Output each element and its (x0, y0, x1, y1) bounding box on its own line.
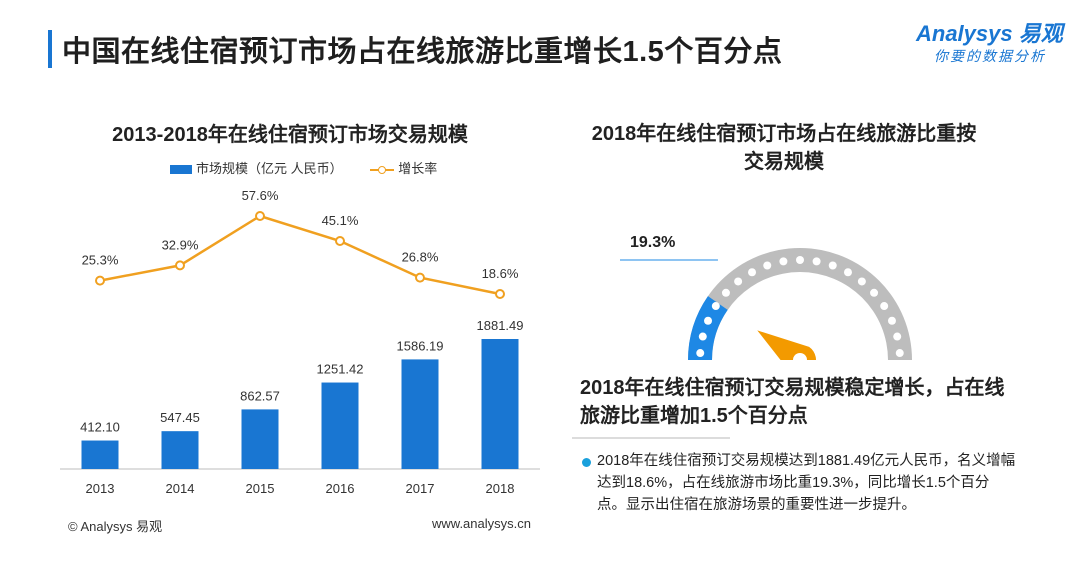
page-title: 中国在线住宿预订市场占在线旅游比重增长1.5个百分点 (62, 36, 783, 68)
bar-chart-title: 2013-2018年在线住宿预订市场交易规模 (112, 124, 468, 146)
legend-bar-swatch (170, 165, 192, 175)
brand-slogan: 你要的数据分析 (934, 48, 1046, 64)
gauge-tick-dot (748, 268, 757, 277)
bar-2015 (241, 409, 279, 469)
bullet-dot-icon (582, 458, 591, 467)
copyright-text: © Analysys 易观 (68, 519, 163, 534)
bar-value-label: 1586.19 (397, 338, 444, 353)
bar-2014 (161, 431, 199, 469)
bar-value-label: 547.45 (160, 410, 200, 425)
gauge-pivot (793, 353, 807, 360)
gauge-tick-dot (763, 261, 772, 270)
growth-point-2013 (95, 275, 105, 286)
x-tick-label: 2015 (246, 481, 275, 496)
gauge-tick-dot (779, 257, 788, 266)
gauge-track (688, 248, 912, 360)
gauge-tick-dot (796, 256, 804, 264)
gauge-tick-dot (704, 316, 713, 325)
growth-rate-line (99, 214, 501, 296)
summary-text: 2018年在线住宿预订交易规模达到1881.49亿元人民币，名义增幅达到18.6… (597, 453, 1016, 513)
gauge-value-label: 19.3% (630, 234, 676, 251)
gauge-tick-dot (711, 302, 720, 311)
growth-value-label: 26.8% (402, 250, 439, 265)
gauge-tick-dot (721, 288, 730, 297)
gauge-tick-dot (812, 257, 821, 266)
gauge-fill (688, 296, 728, 360)
title-accent-bar (48, 30, 52, 68)
x-tick-label: 2017 (406, 481, 435, 496)
brand-name: Analysys 易观 (916, 21, 1063, 46)
bar-value-label: 412.10 (80, 420, 120, 435)
x-tick-label: 2014 (166, 481, 195, 496)
bar-value-label: 862.57 (240, 388, 280, 403)
growth-point-2016 (335, 236, 345, 246)
x-tick-label: 2013 (86, 481, 115, 496)
website-link[interactable]: www.analysys.cn (432, 516, 531, 531)
bar-2018 (481, 339, 519, 469)
gauge-chart-title: 2018年在线住宿预订市场占在线旅游比重按交易规模 (591, 123, 977, 173)
gauge-tick-dot (870, 288, 879, 297)
gauge-tick-dot (880, 302, 889, 311)
bar-2017 (401, 359, 439, 469)
gauge-tick-dot (696, 349, 705, 358)
legend-line-label: 增长率 (398, 161, 438, 176)
gauge-pointer (757, 330, 816, 360)
gauge-tick-dot (828, 261, 837, 270)
growth-point-2015 (255, 211, 265, 221)
legend-line-swatch (370, 165, 395, 175)
chart-legend: 市场规模（亿元 人民币） 增长率 (170, 158, 437, 176)
gauge-tick-dot (698, 332, 707, 341)
bar-2013 (81, 440, 119, 469)
gauge-tick-dot (857, 277, 866, 286)
brand-logo: Analysys 易观 你要的数据分析 (906, 14, 1063, 70)
growth-point-2014 (175, 260, 185, 271)
gauge-tick-dot (887, 316, 896, 325)
gauge-tick-dot (843, 268, 852, 277)
bar-value-label: 1881.49 (477, 318, 524, 333)
bar-value-label: 1251.42 (317, 362, 364, 377)
summary-divider (572, 437, 730, 439)
gauge-tick-dot (895, 349, 904, 358)
x-tick-label: 2018 (486, 481, 515, 496)
growth-value-label: 57.6% (242, 188, 279, 203)
x-tick-label: 2016 (326, 481, 355, 496)
growth-value-label: 45.1% (322, 213, 359, 228)
growth-value-label: 18.6% (482, 266, 519, 281)
growth-value-label: 25.3% (82, 253, 119, 268)
market-size-combo-chart: 412.10 2013 547.45 2014 862.57 2015 1251.42 201… (60, 188, 540, 496)
share-gauge-chart (620, 248, 912, 360)
growth-point-2017 (415, 272, 425, 283)
legend-bar-label: 市场规模（亿元 人民币） (196, 161, 343, 176)
gauge-tick-dot (893, 332, 902, 341)
growth-value-label: 32.9% (162, 237, 199, 252)
growth-point-2018 (495, 289, 505, 299)
gauge-tick-dot (734, 277, 743, 286)
bar-2016 (321, 382, 359, 469)
summary-title: 2018年在线住宿预订交易规模稳定增长，占在线旅游比重增加1.5个百分点 (580, 377, 1005, 427)
